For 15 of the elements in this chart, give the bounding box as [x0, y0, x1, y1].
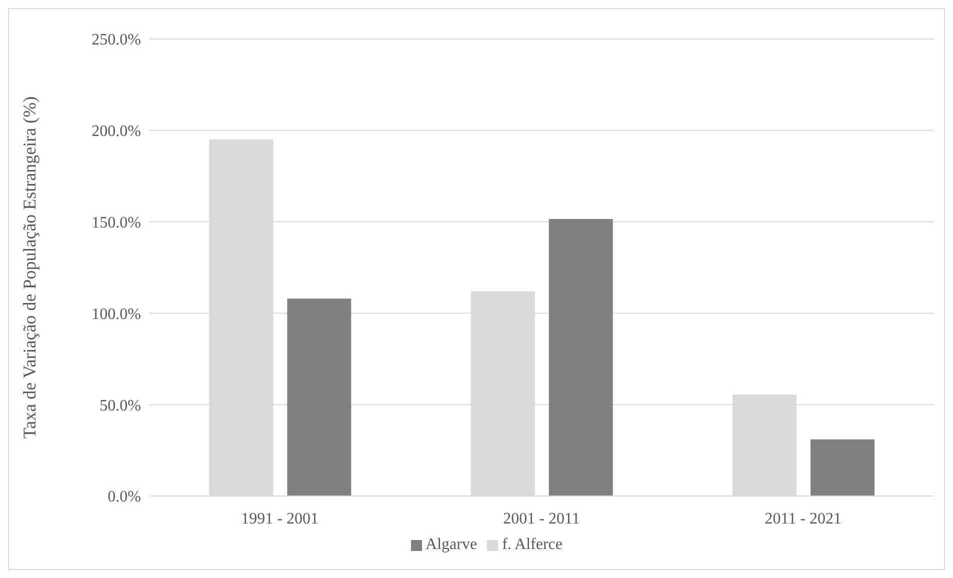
bar	[810, 439, 875, 496]
legend-label: Algarve	[426, 536, 478, 553]
x-tick-label: 2001 - 2011	[503, 510, 580, 528]
legend-label: f. Alferce	[502, 536, 562, 553]
y-tick-label: 100.0%	[92, 306, 141, 323]
y-tick-label: 150.0%	[92, 214, 141, 232]
y-tick-label: 50.0%	[100, 397, 141, 414]
y-axis-title: Taxa de Variação de População Estrangeira (%)	[19, 96, 40, 439]
x-tick-label: 1991 - 2001	[241, 510, 318, 528]
y-tick-label: 0.0%	[108, 488, 141, 506]
y-tick-label: 200.0%	[92, 123, 141, 140]
bar	[287, 298, 352, 496]
y-tick-label: 250.0%	[92, 32, 141, 49]
bar	[548, 219, 613, 496]
x-tick-label: 2011 - 2021	[764, 510, 842, 528]
